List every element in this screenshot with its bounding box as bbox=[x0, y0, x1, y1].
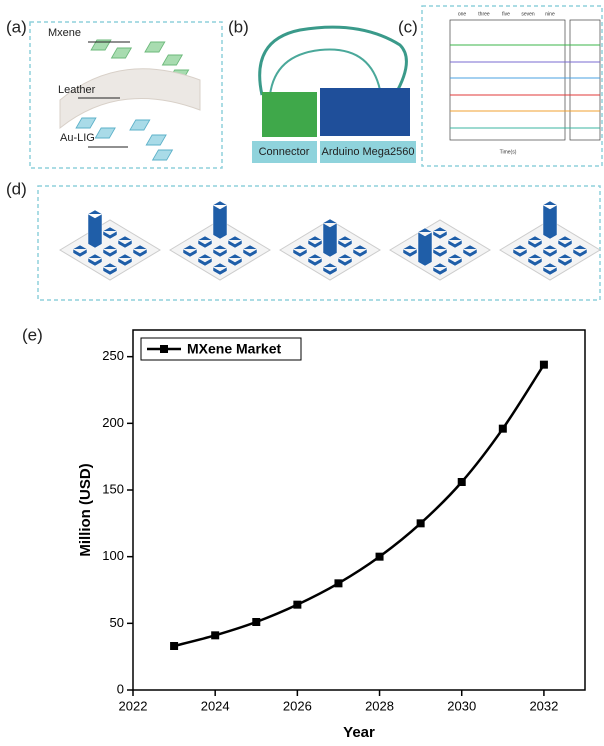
legend-marker bbox=[160, 345, 168, 353]
signal-word: seven bbox=[521, 11, 535, 17]
marker bbox=[540, 361, 548, 369]
legend-label: MXene Market bbox=[187, 341, 281, 357]
signal-word: one bbox=[458, 11, 467, 17]
panel-label: (a) bbox=[6, 17, 27, 36]
signal-word: three bbox=[478, 11, 490, 17]
x-tick-label: 2026 bbox=[283, 698, 312, 713]
y-tick-label: 250 bbox=[102, 348, 124, 363]
figure: (a) Mxene Leather Au-LIG (b) Connector A… bbox=[0, 0, 604, 741]
cable bbox=[260, 27, 407, 95]
x-axis-title: Year bbox=[343, 724, 375, 741]
marker bbox=[417, 519, 425, 527]
connector-board bbox=[262, 92, 317, 137]
device-label: Connector bbox=[259, 146, 310, 158]
bar-3d bbox=[88, 210, 102, 248]
y-axis-title: Million (USD) bbox=[77, 463, 94, 556]
x-tick-label: 2030 bbox=[447, 698, 476, 713]
panel-label: (c) bbox=[398, 17, 418, 36]
bar-3d bbox=[213, 201, 227, 239]
marker bbox=[334, 579, 342, 587]
layer-label: Mxene bbox=[48, 27, 81, 39]
marker bbox=[376, 553, 384, 561]
y-tick-label: 200 bbox=[102, 415, 124, 430]
marker bbox=[211, 631, 219, 639]
layer-label: Leather bbox=[58, 84, 96, 96]
x-tick-label: 2028 bbox=[365, 698, 394, 713]
x-tick-label: 2022 bbox=[119, 698, 148, 713]
marker bbox=[458, 478, 466, 486]
y-tick-label: 150 bbox=[102, 481, 124, 496]
axis-label: Time(s) bbox=[500, 149, 517, 155]
x-tick-label: 2032 bbox=[529, 698, 558, 713]
signal-word: nine bbox=[545, 11, 555, 17]
panel-c-frame bbox=[422, 6, 602, 166]
arduino-board bbox=[320, 88, 410, 136]
panel-label: (d) bbox=[6, 179, 27, 198]
x-tick-label: 2024 bbox=[201, 698, 230, 713]
y-tick-label: 100 bbox=[102, 548, 124, 563]
signal-axes bbox=[450, 20, 565, 140]
bar-3d bbox=[543, 201, 557, 239]
panel-label: (e) bbox=[22, 325, 43, 344]
marker bbox=[252, 618, 260, 626]
signal-word: five bbox=[502, 11, 510, 17]
marker bbox=[499, 425, 507, 433]
signal-traces bbox=[450, 45, 600, 128]
marker bbox=[293, 601, 301, 609]
series-line bbox=[174, 365, 544, 646]
device-label: Arduino Mega2560 bbox=[322, 146, 415, 158]
y-tick-label: 0 bbox=[117, 681, 124, 696]
y-tick-label: 50 bbox=[110, 615, 124, 630]
signal-axes bbox=[570, 20, 600, 140]
layer-label: Au-LIG bbox=[60, 132, 95, 144]
panel-label: (b) bbox=[228, 17, 249, 36]
marker bbox=[170, 642, 178, 650]
plot-frame bbox=[133, 330, 585, 690]
